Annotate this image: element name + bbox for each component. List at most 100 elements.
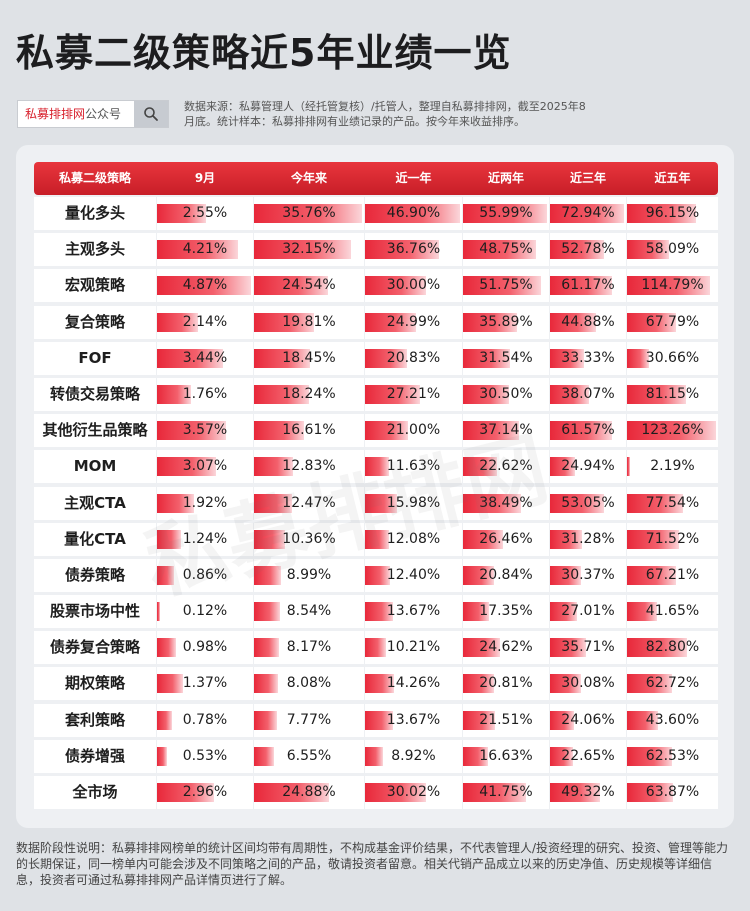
value-bar: [627, 457, 630, 477]
value-bar: [627, 529, 679, 549]
value-label: 7.77%: [286, 711, 332, 728]
value-bar: [463, 240, 537, 260]
value-label: 67.21%: [645, 566, 700, 583]
value-label: 35.71%: [561, 639, 615, 656]
value-label: 22.65%: [561, 747, 615, 764]
page-title: 私募二级策略近5年业绩一览: [16, 31, 512, 75]
strategy-name: 套利策略: [34, 703, 156, 737]
search-box[interactable]: 私募排排网公众号: [17, 100, 169, 128]
table-row: 宏观策略 4.87% 24.54% 30.00% 51.75% 61.17% 114.79%: [34, 269, 718, 303]
value-bar: [550, 348, 584, 368]
table-row: MOM 3.07% 12.83% 11.63% 22.62% 24.94% 2.19%: [34, 450, 718, 484]
strategy-name: 债券复合策略: [34, 631, 156, 665]
value-bar: [157, 312, 199, 332]
value-cell: 10.36%: [254, 522, 364, 556]
value-cell: 12.40%: [365, 558, 462, 592]
value-bar: [365, 565, 391, 585]
value-cell: 13.67%: [365, 595, 462, 629]
value-label: 1.24%: [182, 530, 228, 547]
value-bar: [463, 493, 521, 513]
value-bar: [157, 565, 174, 585]
value-label: 43.60%: [645, 711, 700, 728]
value-bar: [627, 276, 710, 296]
value-label: 8.54%: [286, 603, 332, 620]
value-bar: [157, 348, 224, 368]
value-label: 38.49%: [479, 494, 533, 511]
value-cell: 2.14%: [157, 305, 253, 339]
search-button[interactable]: [134, 101, 168, 127]
value-bar: [365, 457, 389, 477]
value-label: 3.57%: [182, 422, 228, 439]
value-cell: 27.21%: [365, 377, 462, 411]
value-cell: 67.79%: [627, 305, 718, 339]
value-bar: [365, 746, 384, 766]
value-label: 12.47%: [282, 494, 336, 511]
value-bar: [254, 783, 330, 802]
value-label: 58.09%: [645, 241, 700, 258]
value-label: 8.92%: [391, 747, 436, 764]
value-bar: [254, 384, 310, 404]
value-label: 63.87%: [645, 784, 700, 800]
value-cell: 72.94%: [550, 197, 626, 230]
table-row: 股票市场中性 0.12% 8.54% 13.67% 17.35% 27.01% 41.65%: [34, 595, 718, 629]
value-cell: 17.35%: [463, 595, 549, 629]
value-label: 52.78%: [561, 241, 615, 258]
value-cell: 20.81%: [463, 667, 549, 701]
value-label: 0.12%: [182, 603, 228, 620]
value-cell: 53.05%: [550, 486, 626, 520]
value-label: 24.54%: [282, 277, 336, 294]
value-cell: 81.15%: [627, 377, 718, 411]
value-bar: [627, 348, 650, 368]
value-label: 96.15%: [645, 205, 700, 221]
value-label: 18.24%: [282, 385, 336, 402]
value-cell: 2.55%: [157, 197, 253, 230]
value-cell: 35.89%: [463, 305, 549, 339]
value-cell: 30.08%: [550, 667, 626, 701]
value-bar: [254, 348, 310, 368]
value-bar: [365, 602, 393, 622]
value-label: 2.19%: [650, 458, 695, 475]
search-icon: [144, 107, 158, 121]
value-label: 67.79%: [645, 313, 700, 330]
value-cell: 30.50%: [463, 377, 549, 411]
strategy-name: FOF: [34, 341, 156, 375]
value-bar: [550, 421, 613, 441]
table-row: 量化CTA 1.24% 10.36% 12.08% 26.46% 31.28% 71.52%: [34, 522, 718, 556]
value-label: 46.90%: [386, 205, 441, 221]
value-label: 13.67%: [386, 711, 441, 728]
value-cell: 14.26%: [365, 667, 462, 701]
value-cell: 96.15%: [627, 197, 718, 230]
value-bar: [463, 312, 517, 332]
value-label: 4.87%: [182, 277, 228, 294]
value-cell: 55.99%: [463, 197, 549, 230]
value-cell: 20.83%: [365, 341, 462, 375]
value-label: 62.53%: [645, 747, 700, 764]
column-header: 近两年: [487, 171, 524, 185]
strategy-name: 主观CTA: [34, 486, 156, 520]
value-cell: 48.75%: [463, 233, 549, 267]
value-cell: 27.01%: [550, 595, 626, 629]
source-note: 数据来源：私募管理人（经托管复核）/托管人，整理自私募排排网，截至2025年8月…: [184, 100, 586, 128]
value-label: 3.44%: [182, 349, 228, 366]
search-brand: 私募排排网: [25, 107, 86, 121]
value-bar: [254, 312, 314, 332]
value-label: 30.66%: [645, 349, 700, 366]
value-cell: 35.71%: [550, 631, 626, 665]
value-label: 21.00%: [386, 422, 441, 439]
value-cell: 62.53%: [627, 739, 718, 773]
value-bar: [627, 783, 674, 802]
value-label: 1.76%: [182, 385, 228, 402]
strategy-name: MOM: [34, 450, 156, 484]
value-bar: [254, 240, 352, 260]
value-label: 4.21%: [182, 241, 228, 258]
value-label: 13.67%: [386, 603, 441, 620]
value-label: 2.14%: [182, 313, 228, 330]
value-label: 16.61%: [282, 422, 336, 439]
value-cell: 1.37%: [157, 667, 253, 701]
value-cell: 0.12%: [157, 595, 253, 629]
value-cell: 22.62%: [463, 450, 549, 484]
value-cell: 62.72%: [627, 667, 718, 701]
value-label: 27.01%: [561, 603, 615, 620]
value-bar: [463, 783, 526, 802]
value-cell: 2.19%: [627, 450, 718, 484]
